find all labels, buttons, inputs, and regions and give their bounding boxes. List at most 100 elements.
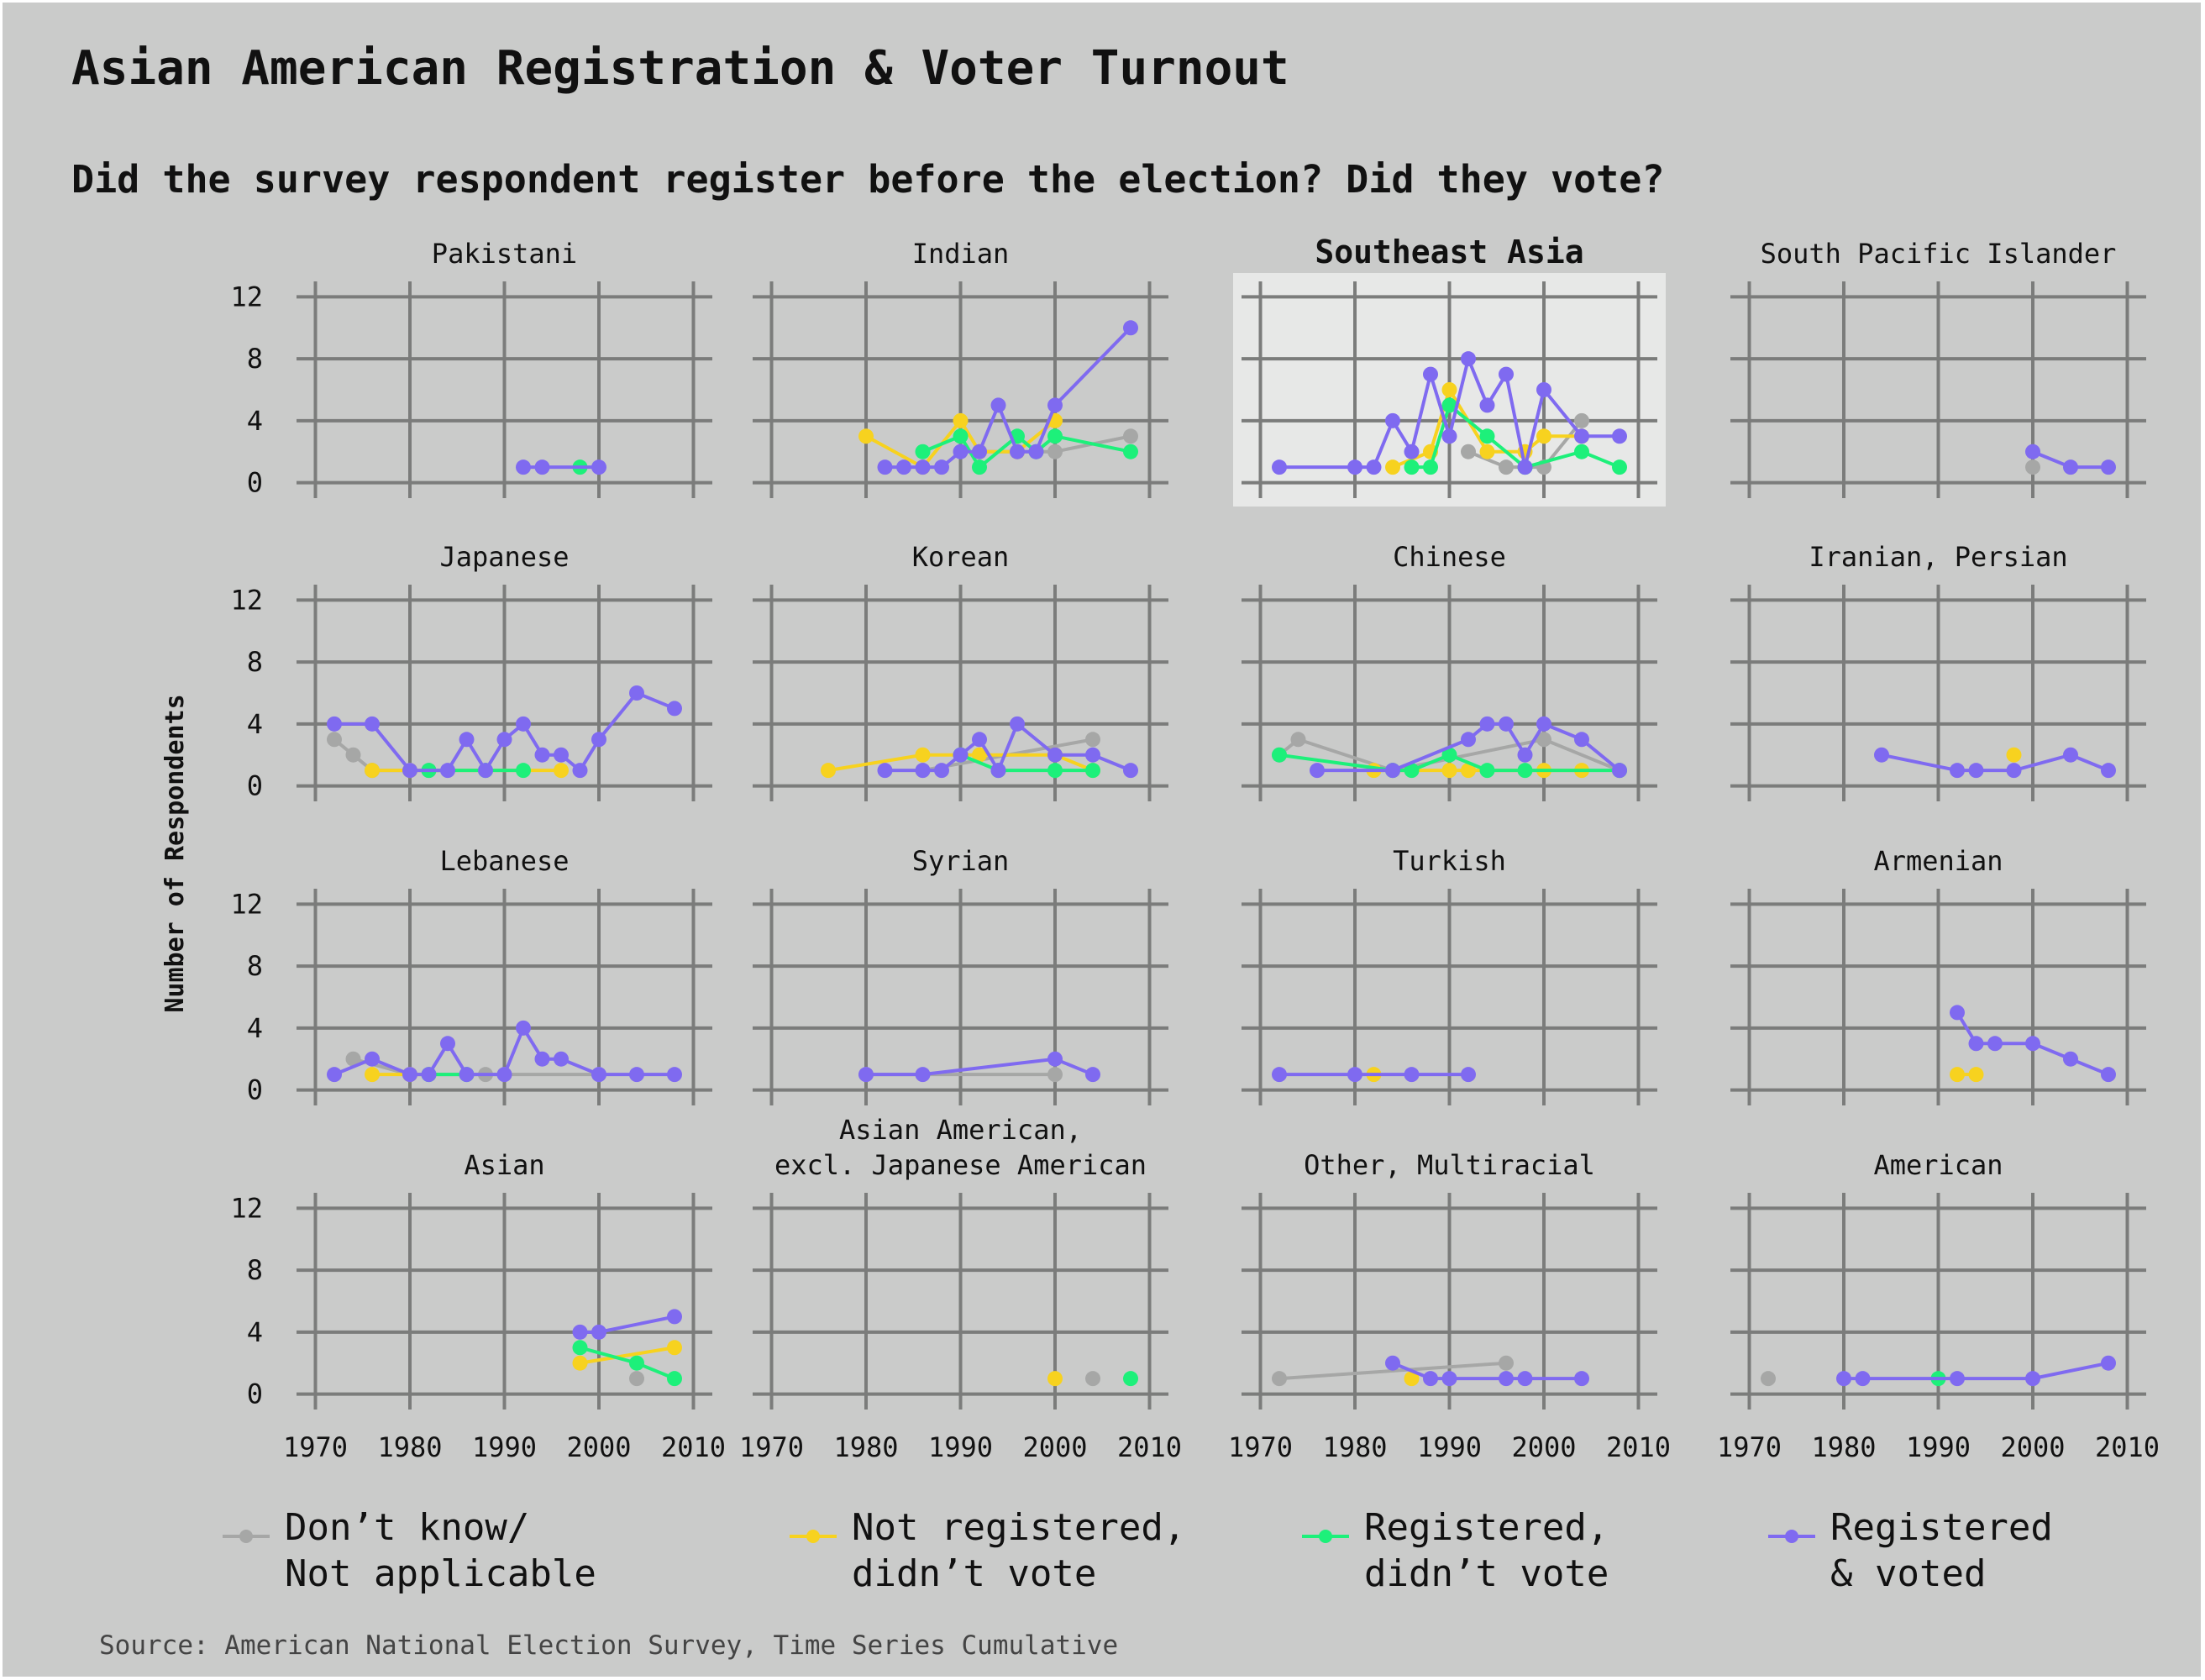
point-registered-voted xyxy=(1517,1371,1533,1387)
point-registered-voted xyxy=(421,1067,437,1083)
point-not-registered xyxy=(915,747,931,763)
point-dont-know xyxy=(1461,444,1476,459)
point-dont-know xyxy=(629,1371,644,1387)
panel-title: Asian American, excl. Japanese American xyxy=(774,1114,1147,1181)
panel-chinese: Chinese xyxy=(1242,541,1657,801)
x-tick-label: 2000 xyxy=(1511,1431,1576,1463)
panel-title-line: Syrian xyxy=(912,845,1010,877)
point-registered-voted xyxy=(1272,459,1287,475)
series-line-not-registered xyxy=(580,1346,675,1365)
panel-title-line: Japanese xyxy=(439,541,569,573)
panel-title: Japanese xyxy=(439,541,569,573)
point-registered-voted xyxy=(972,732,987,748)
point-registered-voted xyxy=(534,1051,550,1067)
panel-title-line: Asian American, xyxy=(839,1114,1082,1146)
panel-iranian-persian: Iranian, Persian xyxy=(1730,541,2146,801)
point-registered-voted xyxy=(1085,1067,1100,1083)
point-registered-voted xyxy=(327,716,342,732)
panel-title: Other, Multiracial xyxy=(1304,1149,1595,1181)
point-registered-voted xyxy=(1612,763,1627,779)
x-tick-label: 1980 xyxy=(1322,1431,1387,1463)
x-tick-label: 2010 xyxy=(2095,1431,2160,1463)
y-tick-label: 0 xyxy=(247,1074,263,1106)
point-dont-know xyxy=(345,747,361,763)
point-not-registered xyxy=(858,428,874,444)
point-registered-voted xyxy=(1612,428,1627,444)
point-registered-voted xyxy=(1461,732,1476,748)
point-registered-voted xyxy=(877,763,893,779)
point-registered-voted xyxy=(1461,351,1476,367)
point-registered-voted xyxy=(1836,1371,1851,1387)
panel-title-line: Lebanese xyxy=(439,845,569,877)
x-tick-label: 1970 xyxy=(283,1431,348,1463)
point-registered-voted xyxy=(554,1051,569,1067)
series-line-registered-voted xyxy=(885,722,1131,773)
panel-title: Pakistani xyxy=(432,238,577,270)
panel-title-line: Pakistani xyxy=(432,238,577,270)
point-registered-voted xyxy=(1366,459,1382,475)
panel-japanese: Japanese 0 4 8 12 xyxy=(230,541,712,802)
point-registered-voted xyxy=(1987,1036,2003,1052)
point-registered-voted xyxy=(365,1051,380,1067)
y-axis-label: Number of Respondents xyxy=(160,694,190,1012)
x-tick-label: 1990 xyxy=(472,1431,537,1463)
point-registered-voted xyxy=(934,459,949,475)
legend-label-registered-no-vote: Registered, didn’t vote xyxy=(1364,1506,1609,1595)
x-tick-label: 1990 xyxy=(928,1431,993,1463)
point-registered-no-vote xyxy=(1404,459,1420,475)
point-dont-know xyxy=(1085,1371,1100,1387)
point-registered-no-vote xyxy=(516,763,531,779)
panel-title: Chinese xyxy=(1393,541,1506,573)
point-registered-voted xyxy=(1123,320,1138,336)
point-registered-voted xyxy=(516,459,531,475)
point-registered-voted xyxy=(934,763,949,779)
panel-lebanese: Lebanese 0 4 8 12 xyxy=(230,845,712,1106)
y-tick-label: 0 xyxy=(247,467,263,499)
y-tick-label: 8 xyxy=(247,646,263,678)
point-registered-voted xyxy=(2101,763,2116,779)
point-registered-voted xyxy=(1536,716,1551,732)
point-registered-voted xyxy=(1085,747,1100,763)
point-registered-voted xyxy=(2025,1371,2040,1387)
panel-title: Iranian, Persian xyxy=(1809,541,2067,573)
point-registered-voted xyxy=(1047,397,1063,413)
point-registered-no-vote xyxy=(1047,428,1063,444)
panel-southeast-asia: Southeast Asia xyxy=(1233,234,1666,507)
y-tick-label: 0 xyxy=(247,770,263,802)
point-registered-voted xyxy=(915,459,931,475)
x-tick-label: 1980 xyxy=(1811,1431,1876,1463)
point-registered-no-vote xyxy=(1423,459,1438,475)
point-registered-no-vote xyxy=(1123,444,1138,459)
point-not-registered xyxy=(2006,747,2022,763)
point-registered-voted xyxy=(1385,412,1400,428)
point-registered-voted xyxy=(972,444,987,459)
point-registered-voted xyxy=(1347,1067,1362,1083)
point-registered-voted xyxy=(591,1067,606,1083)
panel-title: Turkish xyxy=(1393,845,1506,877)
panel-title: Asian xyxy=(464,1149,544,1181)
point-not-registered xyxy=(365,763,380,779)
point-not-registered xyxy=(365,1067,380,1083)
legend-dot-not-registered xyxy=(806,1530,820,1543)
panel-title-line: Korean xyxy=(912,541,1010,573)
point-registered-voted xyxy=(1479,716,1495,732)
point-not-registered xyxy=(953,412,969,428)
point-registered-voted xyxy=(1517,459,1533,475)
x-tick-label: 2000 xyxy=(2000,1431,2065,1463)
series-line-registered-voted xyxy=(1279,357,1620,470)
point-not-registered xyxy=(1461,763,1476,779)
point-registered-voted xyxy=(1968,763,1984,779)
point-registered-voted xyxy=(402,1067,417,1083)
point-not-registered xyxy=(1385,459,1400,475)
point-registered-voted xyxy=(1855,1371,1871,1387)
point-registered-voted xyxy=(459,732,475,748)
panel-title-line: Asian xyxy=(464,1149,544,1181)
point-registered-voted xyxy=(459,1067,475,1083)
panel-turkish: Turkish xyxy=(1242,845,1657,1105)
point-registered-voted xyxy=(1499,716,1514,732)
point-dont-know xyxy=(2025,459,2040,475)
series-line-registered-no-vote xyxy=(579,1346,675,1380)
y-tick-label: 8 xyxy=(247,950,263,982)
panel-syrian: Syrian xyxy=(753,845,1168,1105)
point-registered-voted xyxy=(591,1324,606,1340)
